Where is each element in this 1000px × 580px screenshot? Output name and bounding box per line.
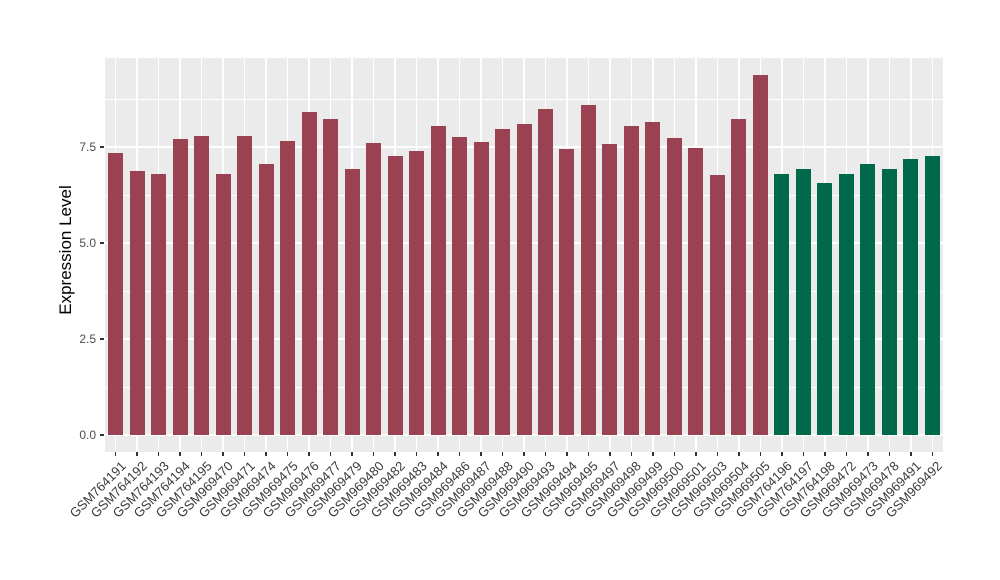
bar [301, 111, 317, 435]
x-tick [136, 452, 138, 456]
x-tick [931, 452, 933, 456]
bar [215, 173, 231, 435]
bar [323, 119, 339, 435]
bar [752, 74, 768, 435]
y-tick-label: 2.5 [79, 332, 96, 346]
x-tick [781, 452, 783, 456]
x-tick [587, 452, 590, 456]
bar [924, 155, 940, 435]
y-tick-label: 7.5 [79, 140, 96, 154]
bar [516, 123, 532, 435]
x-tick [652, 452, 654, 456]
x-tick [523, 452, 525, 456]
y-tick [100, 434, 104, 436]
x-tick [544, 452, 547, 456]
bar [860, 164, 876, 435]
y-axis-title: Expression Level [56, 185, 75, 315]
x-tick [910, 452, 912, 456]
bar [452, 136, 468, 435]
x-tick [824, 452, 826, 456]
bar [430, 125, 446, 435]
y-tick-label: 5.0 [79, 236, 96, 250]
bar [774, 173, 790, 435]
bar [473, 141, 489, 435]
bar [237, 135, 253, 435]
y-tick [100, 146, 104, 148]
bar [666, 138, 682, 435]
x-tick [437, 452, 439, 456]
x-tick [458, 452, 461, 456]
y-tick-label: 0.0 [79, 428, 96, 442]
bar [709, 175, 725, 435]
bar [623, 125, 639, 435]
plot-panel [105, 58, 943, 452]
x-tick [394, 452, 396, 456]
x-tick [566, 452, 568, 456]
bar [537, 108, 553, 435]
bar [366, 143, 382, 435]
x-tick [243, 452, 246, 456]
bar [258, 163, 274, 435]
bar [409, 150, 425, 435]
x-tick [200, 452, 203, 456]
bar [108, 152, 124, 435]
bar [645, 121, 661, 435]
x-tick [716, 452, 719, 456]
x-tick [845, 452, 848, 456]
bar [817, 182, 833, 435]
bar [838, 173, 854, 435]
x-tick [286, 452, 289, 456]
bar [495, 129, 510, 435]
y-tick [100, 242, 104, 244]
x-tick [888, 452, 891, 456]
bar [387, 155, 403, 435]
x-tick [609, 452, 611, 456]
bar [194, 135, 210, 435]
x-tick [695, 452, 697, 456]
x-tick [630, 452, 633, 456]
x-tick [351, 452, 353, 456]
bar [580, 105, 596, 435]
x-tick [738, 452, 740, 456]
x-tick [802, 452, 805, 456]
x-tick [114, 452, 117, 456]
x-tick [308, 452, 310, 456]
x-tick [501, 452, 504, 456]
bar [903, 158, 919, 435]
x-tick [415, 452, 418, 456]
bar [881, 168, 897, 435]
x-tick [480, 452, 482, 456]
bar [151, 173, 167, 435]
y-tick [100, 338, 104, 340]
bar [129, 170, 145, 435]
x-tick [157, 452, 160, 456]
bar [559, 149, 575, 435]
x-tick [759, 452, 762, 456]
bar [688, 147, 704, 435]
x-tick [372, 452, 375, 456]
bar [172, 138, 188, 435]
x-tick [867, 452, 869, 456]
bar [602, 144, 618, 435]
bar [795, 169, 811, 435]
bar [344, 168, 360, 435]
x-tick [179, 452, 181, 456]
x-tick [673, 452, 676, 456]
x-tick [265, 452, 267, 456]
bar [280, 140, 296, 435]
x-tick [329, 452, 332, 456]
bar [731, 118, 747, 435]
x-tick [222, 452, 224, 456]
